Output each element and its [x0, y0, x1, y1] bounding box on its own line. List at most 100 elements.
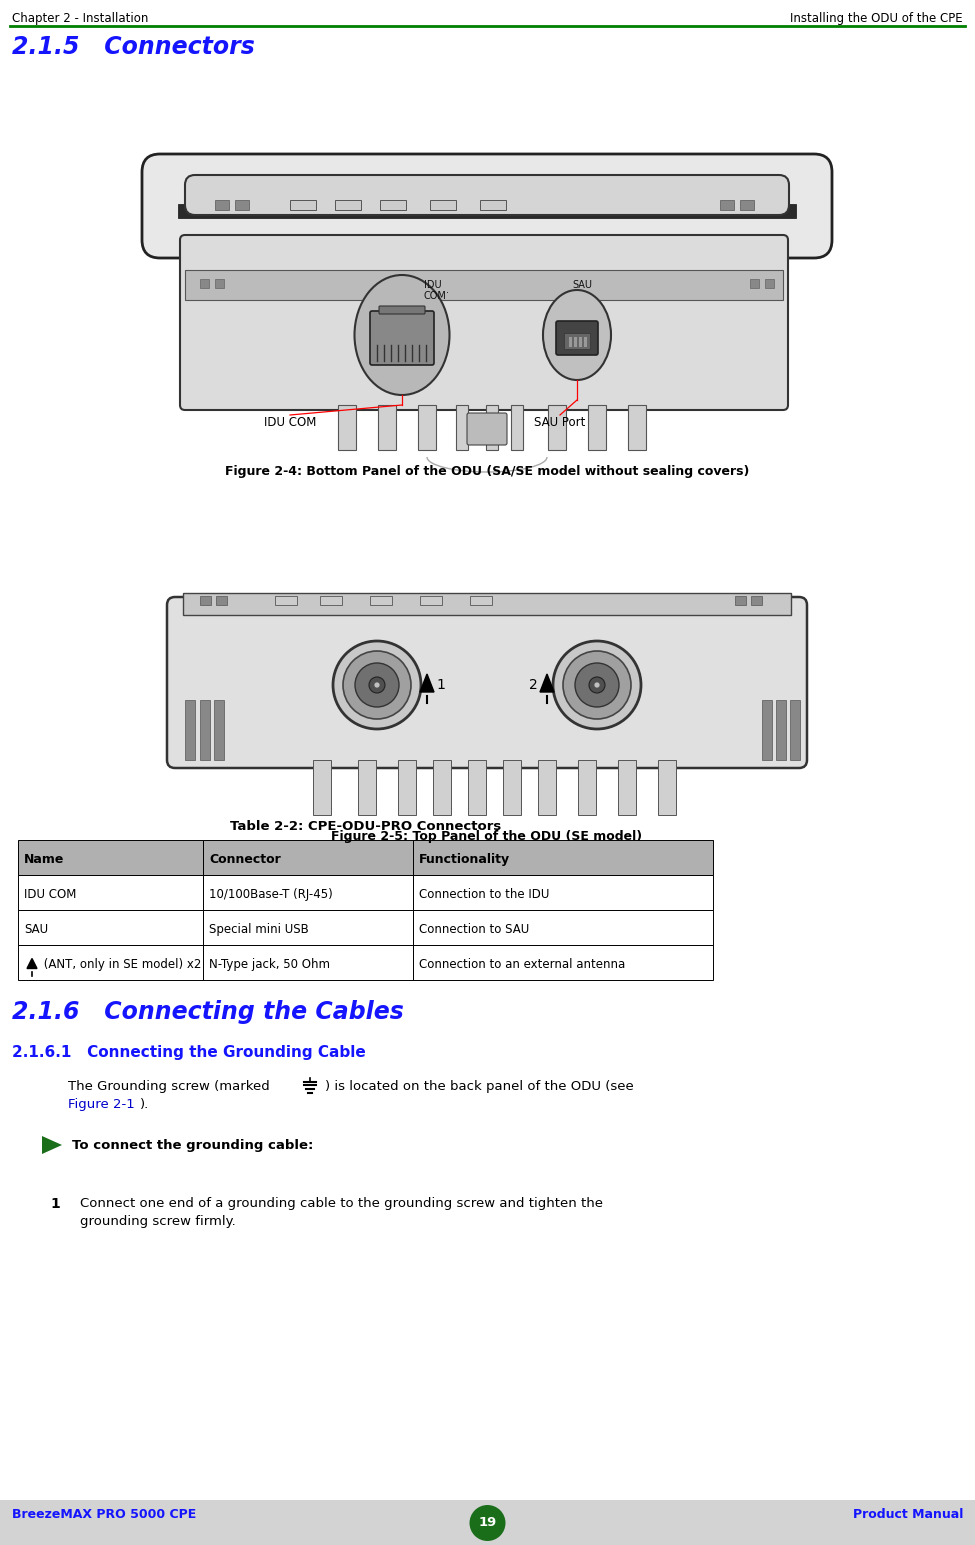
Bar	[418, 405, 436, 450]
Ellipse shape	[355, 275, 449, 396]
Bar	[290, 199, 316, 210]
Polygon shape	[540, 674, 554, 692]
Text: (ANT, only in SE model) x2: (ANT, only in SE model) x2	[40, 958, 202, 970]
Bar	[203, 840, 413, 874]
FancyBboxPatch shape	[185, 175, 789, 215]
Bar	[200, 700, 210, 760]
FancyBboxPatch shape	[142, 154, 832, 258]
Bar	[235, 199, 249, 210]
Bar	[185, 270, 783, 300]
Text: Product Manual: Product Manual	[852, 1508, 963, 1520]
Bar	[486, 405, 498, 450]
Circle shape	[374, 681, 380, 688]
Bar	[584, 337, 587, 348]
Bar	[658, 760, 676, 816]
FancyBboxPatch shape	[379, 306, 425, 314]
Text: Figure 2-4: Bottom Panel of the ODU (SA/SE model without sealing covers): Figure 2-4: Bottom Panel of the ODU (SA/…	[225, 465, 749, 477]
Bar	[215, 199, 229, 210]
Text: 2.1.6.1   Connecting the Grounding Cable: 2.1.6.1 Connecting the Grounding Cable	[12, 1044, 366, 1060]
Bar	[579, 337, 582, 348]
Bar	[215, 280, 224, 287]
Text: 2.1.6   Connecting the Cables: 2.1.6 Connecting the Cables	[12, 1000, 404, 1024]
Text: Figure 2-1: Figure 2-1	[68, 1098, 135, 1111]
Bar	[200, 596, 211, 606]
Text: Chapter 2 - Installation: Chapter 2 - Installation	[12, 12, 148, 25]
Text: IDU COM: IDU COM	[24, 888, 76, 901]
Polygon shape	[42, 1136, 62, 1154]
Text: Connection to SAU: Connection to SAU	[419, 922, 529, 936]
Circle shape	[333, 641, 421, 729]
Bar	[588, 405, 606, 450]
Bar	[538, 760, 556, 816]
Bar	[203, 946, 413, 980]
Bar	[203, 874, 413, 910]
Bar	[335, 199, 361, 210]
Bar	[413, 910, 713, 946]
Bar	[183, 593, 791, 615]
Bar	[503, 760, 521, 816]
Circle shape	[553, 641, 641, 729]
Text: 19: 19	[479, 1517, 496, 1530]
Bar	[790, 700, 800, 760]
Text: 10/100Base-T (RJ-45): 10/100Base-T (RJ-45)	[209, 888, 332, 901]
Bar	[130, 170, 844, 420]
Text: 2: 2	[528, 678, 537, 692]
Bar	[358, 760, 376, 816]
Text: To connect the grounding cable:: To connect the grounding cable:	[72, 1139, 313, 1151]
Bar	[574, 337, 577, 348]
Bar	[628, 405, 646, 450]
Bar	[750, 280, 759, 287]
Bar	[420, 596, 442, 606]
FancyBboxPatch shape	[180, 235, 788, 409]
Bar	[18, 910, 203, 946]
Bar	[564, 334, 590, 349]
Text: Figure 2-5: Top Panel of the ODU (SE model): Figure 2-5: Top Panel of the ODU (SE mod…	[332, 830, 643, 844]
Bar	[18, 874, 203, 910]
Text: SAU: SAU	[24, 922, 48, 936]
Bar	[203, 910, 413, 946]
Text: Connector: Connector	[209, 853, 281, 867]
Bar	[751, 596, 762, 606]
Text: 1: 1	[50, 1197, 59, 1211]
Polygon shape	[420, 674, 434, 692]
Circle shape	[343, 650, 411, 718]
FancyBboxPatch shape	[167, 596, 807, 768]
Text: SAU Port: SAU Port	[534, 416, 586, 430]
Circle shape	[470, 1505, 505, 1540]
Bar	[398, 760, 416, 816]
Bar	[433, 760, 451, 816]
Text: Connect one end of a grounding cable to the grounding screw and tighten the: Connect one end of a grounding cable to …	[80, 1197, 603, 1210]
Bar	[740, 199, 754, 210]
Circle shape	[594, 681, 600, 688]
Text: Table 2-2: CPE-ODU-PRO Connectors: Table 2-2: CPE-ODU-PRO Connectors	[230, 820, 501, 833]
Bar	[380, 199, 406, 210]
Bar	[413, 840, 713, 874]
Bar	[185, 700, 195, 760]
Bar	[468, 760, 486, 816]
Text: Functionality: Functionality	[419, 853, 510, 867]
Text: grounding screw firmly.: grounding screw firmly.	[80, 1214, 236, 1228]
Polygon shape	[27, 958, 37, 969]
Bar	[762, 700, 772, 760]
FancyBboxPatch shape	[467, 413, 507, 445]
Text: 1: 1	[437, 678, 446, 692]
Bar	[511, 405, 523, 450]
Bar	[313, 760, 331, 816]
Bar	[338, 405, 356, 450]
Bar	[18, 840, 203, 874]
Bar	[0, 1500, 975, 1545]
Bar	[480, 199, 506, 210]
Bar	[18, 946, 203, 980]
Bar	[720, 199, 734, 210]
Text: The Grounding screw (marked: The Grounding screw (marked	[68, 1080, 270, 1092]
Bar	[216, 596, 227, 606]
Text: ) is located on the back panel of the ODU (see: ) is located on the back panel of the OD…	[325, 1080, 634, 1092]
Bar	[200, 280, 209, 287]
Bar	[548, 405, 566, 450]
Circle shape	[589, 677, 605, 694]
Bar	[735, 596, 746, 606]
Circle shape	[369, 677, 385, 694]
Bar	[378, 405, 396, 450]
Bar	[430, 199, 456, 210]
Bar	[413, 874, 713, 910]
